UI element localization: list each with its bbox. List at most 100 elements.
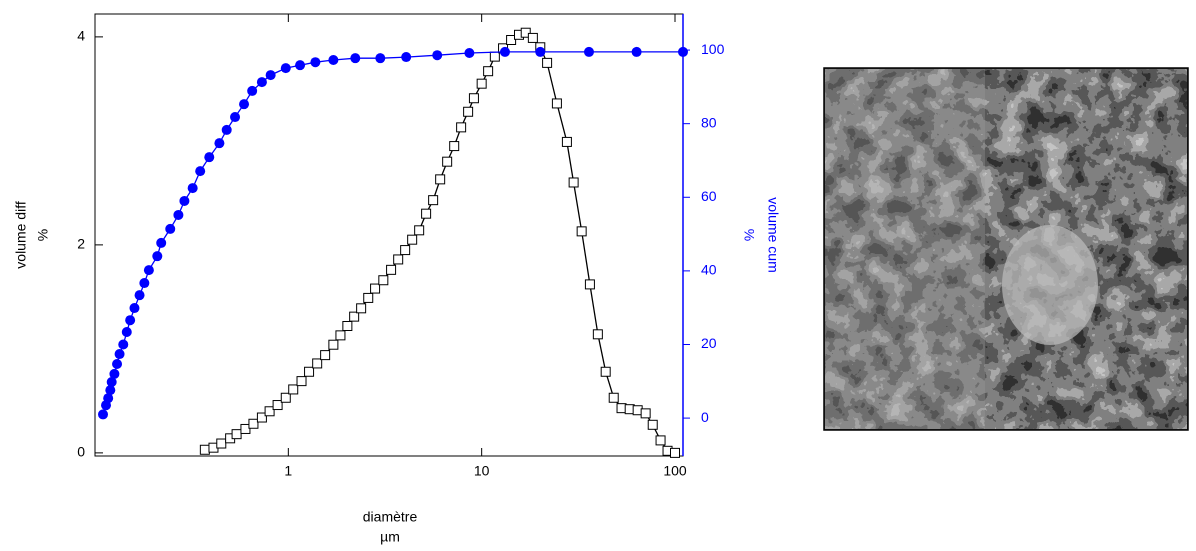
image-region [825,69,985,429]
plot-frame [94,13,684,457]
y2-tick-label: 20 [701,335,717,351]
marker [393,254,404,265]
y2-tick-label: 40 [701,262,717,278]
marker [483,66,494,77]
x-tick-label: 1 [284,463,292,479]
marker [407,234,418,245]
x-axis-label: diamètre [363,509,418,525]
marker [647,419,658,430]
marker [576,226,587,237]
marker [435,174,446,185]
marker [179,195,190,206]
marker [129,303,140,314]
marker [363,292,374,303]
y2-axis-unit: % [741,229,757,241]
y2-tick-label: 80 [701,114,717,130]
marker [134,290,145,301]
marker [265,70,276,81]
marker [527,32,538,43]
marker [421,208,432,219]
marker [608,392,619,403]
marker [109,368,120,379]
marker [328,55,339,66]
marker [386,264,397,275]
marker [375,53,386,64]
y2-tick-label: 0 [701,409,709,425]
marker [230,112,241,123]
marker [520,27,531,38]
marker [204,152,215,163]
marker [214,138,225,149]
marker [561,136,572,147]
marker [187,183,198,194]
image-particle [1002,225,1098,345]
marker [414,225,425,236]
marker [476,78,487,89]
marker [295,60,306,71]
marker [678,46,688,57]
marker [342,321,353,331]
marker [655,435,666,446]
marker [370,283,381,294]
marker [468,93,479,104]
sem-image [823,67,1189,431]
marker [592,329,603,340]
marker [356,303,367,314]
marker [143,265,154,276]
marker [349,311,360,322]
marker [442,156,453,167]
x-tick-label: 100 [663,463,687,479]
marker [156,237,167,248]
marker [535,46,546,57]
marker [542,57,553,68]
y2-axis-label: volume cum [765,197,781,272]
marker [195,166,206,177]
x-tick-label: 10 [474,463,490,479]
marker [449,141,460,152]
marker [221,124,232,135]
marker [256,77,267,88]
marker [463,106,474,117]
marker [103,393,114,404]
marker [310,57,321,68]
marker [106,377,117,388]
marker [239,99,250,110]
marker [401,52,412,63]
marker [256,412,267,423]
marker [428,195,439,206]
image-texture [825,69,1187,429]
marker [248,418,259,429]
marker [568,177,579,188]
marker [125,315,136,326]
marker [114,349,125,360]
y2-tick-label: 100 [701,41,725,57]
marker [173,209,184,220]
marker [280,392,291,403]
marker [280,63,291,74]
marker [499,46,510,57]
marker [640,408,651,419]
marker [320,350,331,361]
marker [669,447,680,458]
marker [584,279,595,290]
marker [432,50,443,61]
marker [152,251,163,262]
marker [240,423,251,434]
y-tick-label: 2 [77,236,85,252]
marker [400,245,411,256]
series-line [102,51,683,415]
marker [231,429,242,440]
y2-tick-label: 60 [701,188,717,204]
x-axis-unit: µm [380,529,400,545]
marker [600,366,611,377]
marker [616,403,627,414]
marker [165,223,176,234]
marker [105,385,116,396]
y-axis-unit: % [35,229,51,241]
marker [112,358,123,369]
marker [350,53,361,64]
marker [506,35,517,45]
y-tick-label: 4 [77,28,85,44]
series-line [204,31,676,454]
y-tick-label: 0 [77,444,85,460]
